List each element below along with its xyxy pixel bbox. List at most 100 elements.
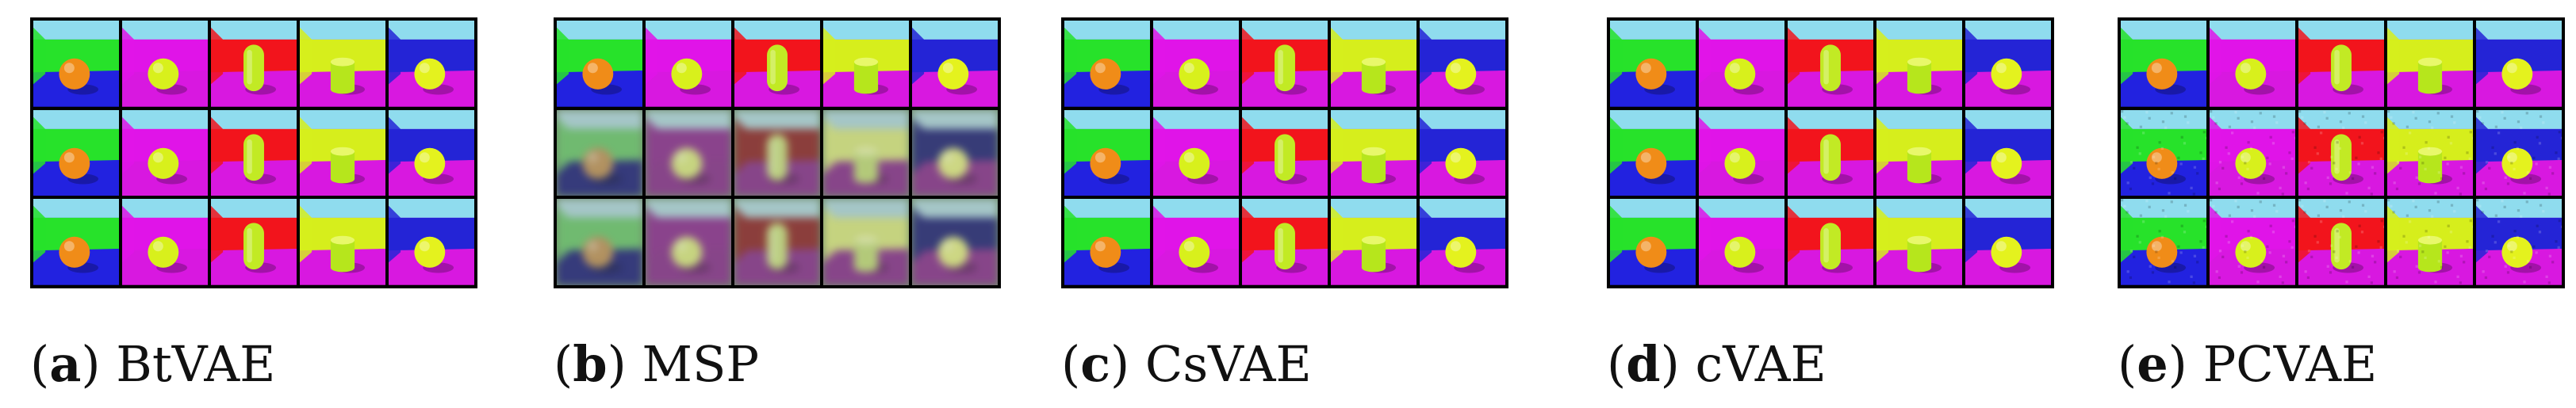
- noise-speck: [2516, 236, 2519, 239]
- scene-render: [557, 109, 642, 196]
- reconstruction-image: [823, 109, 909, 196]
- scene-render: [2210, 109, 2295, 196]
- side-wall: [1788, 116, 1800, 174]
- side-wall: [2210, 27, 2222, 85]
- noise-speck: [2126, 270, 2129, 273]
- noise-speck: [2212, 204, 2215, 208]
- sphere-shape: [1724, 58, 1756, 90]
- sphere-shape: [148, 58, 179, 90]
- side-wall: [734, 27, 747, 85]
- reconstruction-image: [1876, 199, 1962, 285]
- cylinder-top: [330, 147, 355, 156]
- side-wall: [300, 206, 312, 263]
- side-wall: [1788, 206, 1800, 263]
- cylinder-top: [2417, 236, 2443, 245]
- noise-speck: [2256, 280, 2260, 284]
- cylinder-top: [853, 147, 879, 156]
- cylinder-bottom: [853, 85, 879, 94]
- reconstruction-image: [1965, 109, 2051, 196]
- noise-speck: [2370, 281, 2373, 284]
- reconstruction-image: [300, 109, 385, 196]
- caption-method-name: BtVAE: [116, 335, 276, 393]
- scene-render: [389, 109, 474, 196]
- scene-render: [1153, 109, 1239, 196]
- scene-render: [1965, 21, 2051, 107]
- noise-speck: [2123, 204, 2126, 208]
- sky: [557, 199, 642, 219]
- sky: [823, 199, 909, 219]
- noise-speck: [2338, 147, 2341, 150]
- noise-speck: [2513, 230, 2517, 233]
- noise-speck: [2335, 167, 2338, 170]
- noise-speck: [2503, 206, 2506, 209]
- noise-speck: [2360, 141, 2364, 145]
- back-wall: [823, 128, 909, 162]
- noise-speck: [2133, 166, 2136, 170]
- back-wall: [557, 218, 642, 251]
- cylinder-top: [1361, 147, 1386, 156]
- scene-render: [2298, 199, 2384, 285]
- noise-speck: [2417, 271, 2421, 274]
- sphere-highlight: [942, 241, 953, 252]
- sphere-highlight: [2506, 241, 2517, 252]
- cylinder-bottom: [1361, 263, 1386, 273]
- caption-paren-close: ): [2168, 335, 2203, 393]
- subfigure-caption: (c) CsVAE: [1061, 333, 1312, 396]
- sphere-highlight: [1094, 151, 1106, 162]
- sphere-shape: [148, 237, 179, 269]
- noise-speck: [2469, 130, 2472, 133]
- reconstruction-image: [389, 21, 474, 107]
- noise-speck: [2192, 192, 2195, 196]
- noise-speck: [2447, 135, 2450, 139]
- sky: [389, 109, 474, 129]
- noise-speck: [2237, 206, 2240, 209]
- caption-letter: b: [573, 335, 608, 393]
- noise-speck: [2390, 116, 2393, 119]
- side-wall: [1064, 27, 1077, 85]
- scene-render: [557, 21, 642, 107]
- noise-speck: [2555, 151, 2558, 154]
- noise-speck: [2476, 199, 2479, 202]
- noise-speck: [2212, 116, 2215, 119]
- back-wall: [1699, 128, 1784, 162]
- noise-speck: [2557, 246, 2560, 250]
- noise-speck: [2485, 160, 2489, 164]
- reconstruction-image: [557, 21, 642, 107]
- noise-speck: [2246, 167, 2249, 170]
- noise-speck: [2513, 257, 2516, 260]
- sphere-highlight: [1640, 151, 1651, 162]
- sphere-shape: [1635, 237, 1667, 269]
- noise-speck: [2526, 260, 2529, 263]
- reconstruction-image: [2298, 199, 2384, 285]
- scene-render: [823, 199, 909, 285]
- side-wall: [1876, 206, 1889, 263]
- sphere-highlight: [1450, 241, 1461, 252]
- reconstruction-image: [1242, 109, 1328, 196]
- sphere-shape: [148, 147, 179, 179]
- back-wall: [646, 39, 731, 73]
- sky: [122, 109, 208, 129]
- sphere-shape: [582, 147, 614, 179]
- sphere-shape: [2146, 237, 2178, 269]
- noise-speck: [2136, 235, 2139, 238]
- sphere-shape: [2501, 58, 2533, 90]
- noise-speck: [2148, 206, 2151, 209]
- side-wall: [2121, 27, 2133, 85]
- reconstruction-image: [1788, 109, 1873, 196]
- sphere-highlight: [2240, 151, 2251, 162]
- caption-method-name: MSP: [642, 335, 760, 393]
- side-wall: [211, 206, 224, 263]
- back-wall: [300, 39, 385, 73]
- noise-speck: [2271, 141, 2275, 145]
- noise-speck: [2535, 251, 2538, 254]
- noise-speck: [2275, 120, 2279, 124]
- back-wall: [1064, 128, 1150, 162]
- panel-pcvae: (e) PCVAE: [2118, 0, 2565, 408]
- noise-speck: [2360, 231, 2364, 234]
- noise-speck: [2306, 187, 2310, 190]
- noise-speck: [2202, 157, 2205, 160]
- reconstruction-image: [1788, 21, 1873, 107]
- noise-speck: [2149, 265, 2152, 269]
- scene-render: [1420, 21, 1505, 107]
- noise-speck: [2285, 171, 2288, 175]
